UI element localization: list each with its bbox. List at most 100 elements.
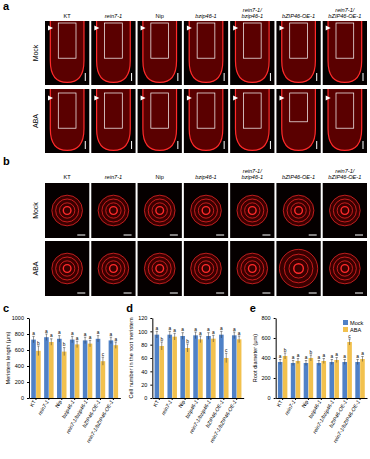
error-line	[323, 359, 324, 364]
bar	[237, 339, 242, 398]
bar	[219, 335, 224, 398]
error-cap	[310, 355, 312, 356]
significance-letter: a	[335, 352, 338, 357]
scale-bar	[216, 293, 224, 294]
scale-bar	[177, 73, 178, 81]
annotations: aaaaaaababaaca	[279, 334, 364, 361]
cross-section-ring	[98, 253, 129, 284]
chart-bar: d020406080100120Cell number in the root …	[126, 302, 244, 444]
significance-letter: a	[173, 328, 176, 333]
micrograph	[230, 89, 274, 153]
bar	[167, 335, 172, 398]
cross-section-ring	[106, 261, 121, 276]
significance-letter: a	[292, 355, 295, 360]
bar	[185, 348, 190, 398]
y-tick: 120	[138, 315, 152, 321]
bar	[88, 344, 93, 398]
cross-section-ring	[63, 207, 71, 215]
column-label: KT	[64, 174, 72, 180]
cross-section-ring	[245, 261, 260, 276]
micrograph	[230, 241, 274, 296]
cross-section-ring	[156, 207, 164, 215]
scale-bar	[177, 141, 178, 149]
significance-letter: c	[102, 352, 105, 357]
micrograph-background	[91, 241, 135, 296]
micrograph	[323, 183, 367, 238]
column-label: rein7-1/	[243, 168, 263, 174]
y-tick: 100	[138, 329, 152, 335]
y-tick: 80	[141, 342, 152, 348]
micrograph-background	[230, 89, 274, 153]
bar	[70, 340, 75, 398]
micrograph-background	[45, 241, 89, 296]
bar	[75, 344, 80, 398]
significance-letter: a	[168, 326, 171, 331]
micrograph	[184, 21, 228, 85]
scale-bar	[77, 235, 85, 236]
cross-section-ring	[248, 265, 256, 273]
x-tick: rein7-1/bZIP46-OE-1	[208, 398, 237, 444]
chart-title: c	[3, 302, 9, 314]
bar	[109, 340, 114, 398]
error-line	[226, 353, 227, 362]
tick-mark	[100, 398, 101, 400]
error-bar	[225, 353, 227, 362]
error-cap	[207, 332, 209, 333]
significance-letter: a	[58, 330, 61, 335]
axis-line	[152, 319, 153, 399]
tick-label: 0	[268, 395, 271, 401]
error-bar	[361, 357, 363, 362]
cross-section-ring	[333, 199, 356, 222]
root-tip	[235, 21, 269, 82]
error-line	[161, 342, 162, 350]
significance-letter: c	[348, 334, 351, 339]
bar	[342, 362, 347, 398]
error-cap	[343, 359, 345, 360]
y-tick: 600	[261, 335, 275, 341]
arrowhead	[187, 26, 192, 31]
tick-label: Nip	[300, 399, 309, 409]
column-label: bzip46-1	[242, 13, 263, 19]
cross-section-ring	[195, 199, 218, 222]
error-cap	[199, 336, 201, 337]
error-bar	[45, 334, 47, 340]
y-axis-title: Cell number in the root meristem	[128, 317, 134, 398]
micrograph-background	[276, 183, 320, 238]
bar	[114, 345, 119, 398]
tick-label: 80	[141, 342, 147, 348]
meristem-box	[197, 93, 215, 128]
tick-mark	[172, 398, 173, 400]
x-tick: Nip	[177, 398, 186, 409]
tick-mark	[274, 358, 276, 359]
error-cap	[169, 331, 171, 332]
error-bar	[335, 358, 337, 363]
error-cap	[318, 360, 320, 361]
micrograph-background	[323, 183, 367, 238]
y-tick: 800	[261, 315, 275, 321]
error-line	[213, 335, 214, 342]
significance-letter: a	[322, 353, 325, 358]
micrograph	[138, 21, 182, 85]
error-cap	[348, 339, 350, 340]
bar	[83, 340, 88, 398]
error-cap	[97, 335, 99, 336]
significance-letter: a	[71, 331, 74, 336]
scale-bar	[355, 235, 363, 236]
cross-section-ring	[289, 259, 308, 278]
column-label: Nip	[156, 13, 164, 19]
error-line	[336, 358, 337, 363]
column-label: KT	[64, 13, 72, 19]
error-cap	[225, 353, 227, 354]
significance-letter: a	[89, 335, 92, 340]
x-tick: rein7-1/bZIP46-OE-1	[85, 398, 114, 444]
meristem-box	[243, 23, 261, 58]
micrograph	[91, 21, 135, 85]
error-bar	[297, 359, 299, 364]
y-axis: 020406080100120	[138, 315, 153, 401]
arrowhead	[233, 26, 238, 31]
tick-label: 60	[141, 355, 147, 361]
y-axis: 02004006008001000	[12, 315, 30, 401]
micrograph-background	[323, 241, 367, 296]
bar	[360, 359, 365, 398]
cross-section-ring	[102, 257, 125, 280]
